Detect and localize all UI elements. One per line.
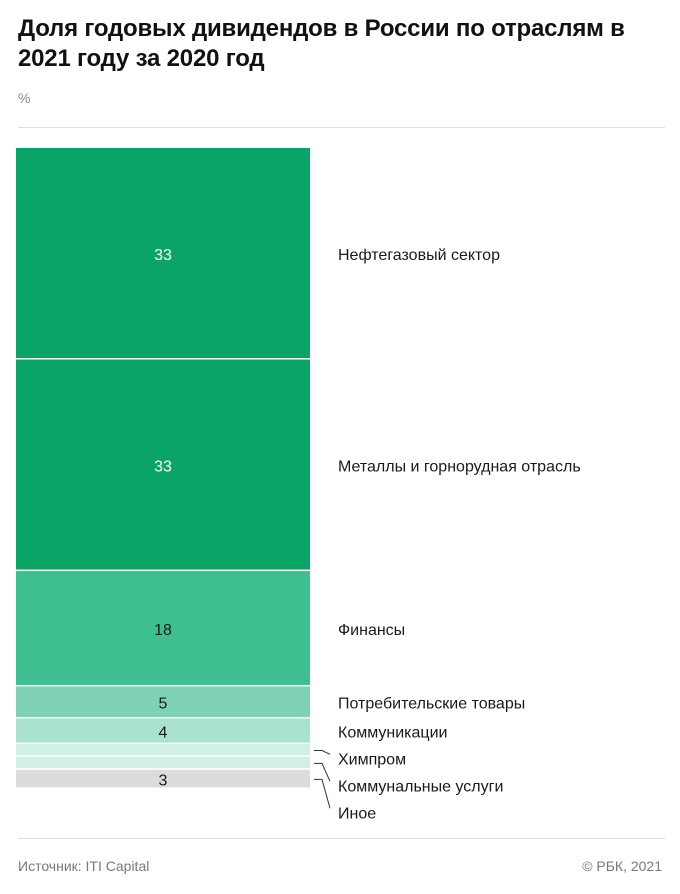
- category-label-1: Металлы и горнорудная отрасль: [338, 458, 581, 475]
- value-label-2: 18: [154, 622, 172, 639]
- bottom-divider: [18, 838, 665, 839]
- value-label-1: 33: [154, 458, 172, 475]
- source-note: Источник: ITI Capital: [18, 858, 150, 874]
- category-label-0: Нефтегазовый сектор: [338, 247, 500, 264]
- bar-segment-2: [16, 571, 310, 685]
- leader-line-5: [314, 750, 331, 755]
- bar-segment-5: [16, 744, 310, 756]
- leader-line-7: [314, 778, 331, 809]
- category-label-4: Коммуникации: [338, 724, 447, 741]
- bar-segment-6: [16, 756, 310, 769]
- bar-segment-3: [16, 686, 310, 717]
- top-divider: [18, 127, 665, 128]
- value-label-4: 4: [159, 724, 168, 741]
- unit-label: %: [18, 90, 31, 106]
- chart-title: Доля годовых дивидендов в России по отра…: [18, 15, 625, 72]
- category-label-6: Коммунальные услуги: [338, 778, 503, 795]
- bar-segment-1: [16, 359, 310, 570]
- value-label-7: 3: [159, 772, 168, 789]
- leader-line-6: [314, 762, 331, 782]
- copyright-note: © РБК, 2021: [582, 858, 662, 874]
- category-label-7: Иное: [338, 805, 376, 822]
- value-label-3: 5: [159, 695, 168, 712]
- category-label-2: Финансы: [338, 622, 405, 639]
- bar-segment-4: [16, 718, 310, 743]
- category-label-5: Химпром: [338, 751, 406, 768]
- bar-segment-7: [16, 769, 310, 788]
- category-label-3: Потребительские товары: [338, 695, 525, 712]
- value-label-0: 33: [154, 247, 172, 264]
- bar-segment-0: [16, 148, 310, 359]
